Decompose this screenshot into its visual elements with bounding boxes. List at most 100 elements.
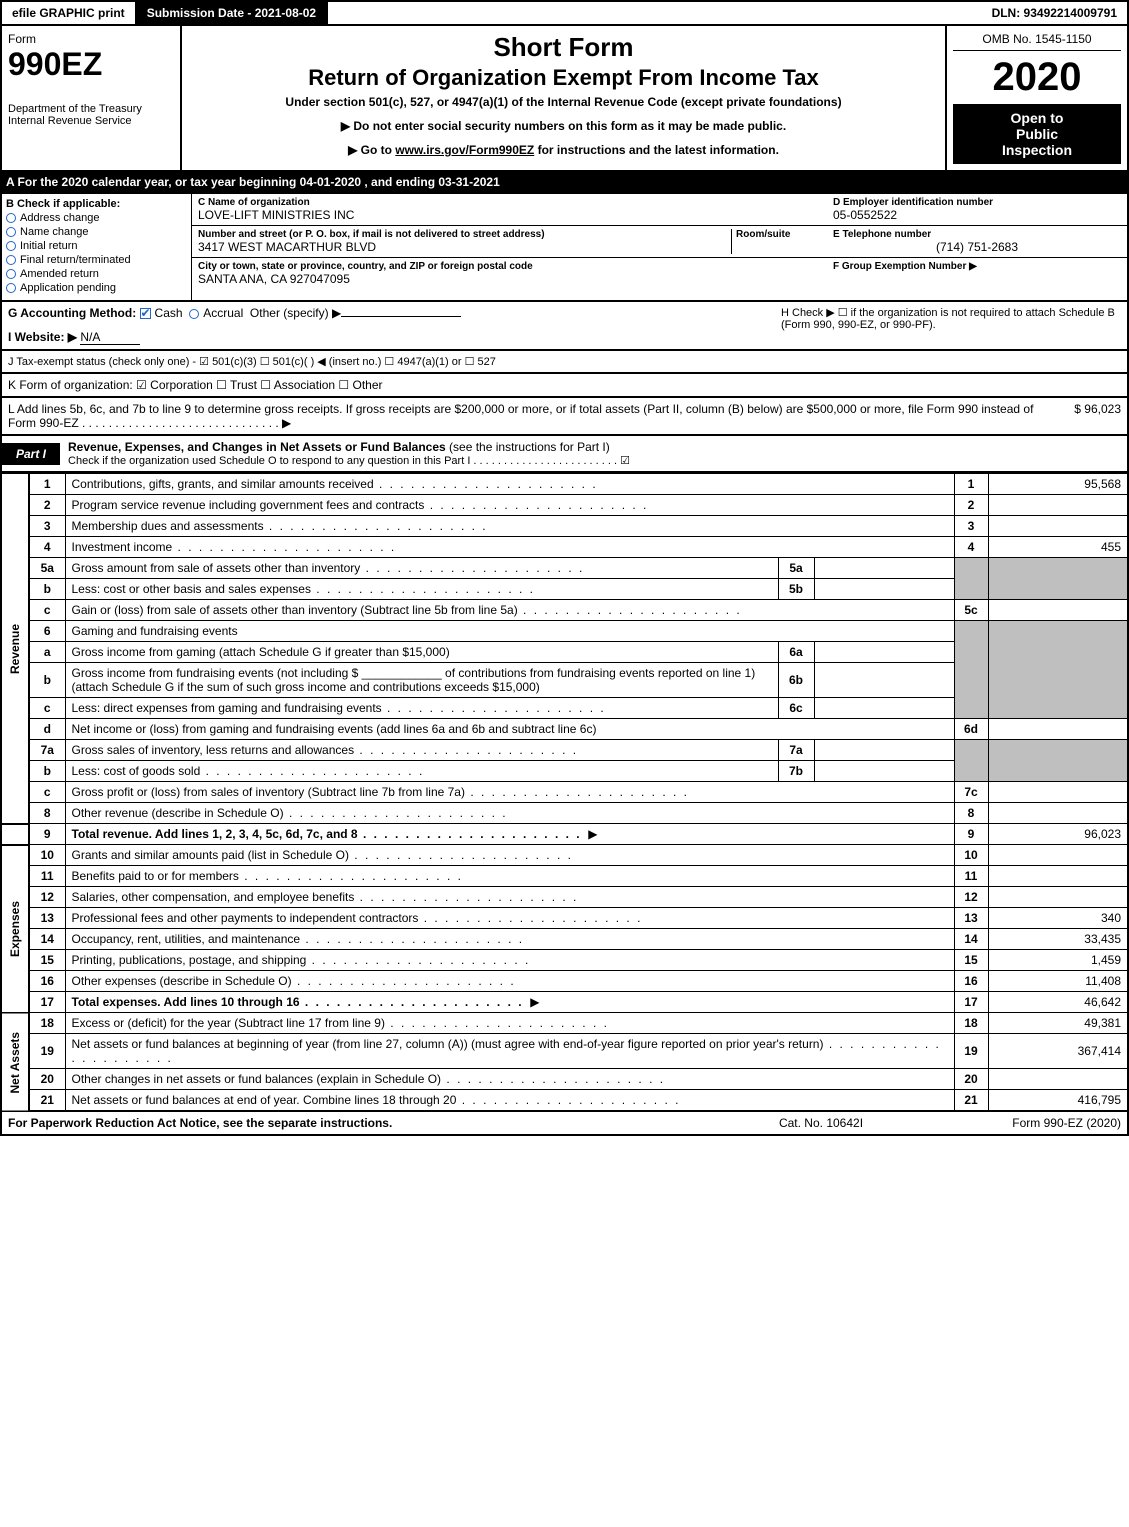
amt-11 (988, 866, 1128, 887)
box-c: C Name of organization LOVE-LIFT MINISTR… (192, 194, 827, 300)
dln-label: DLN: 93492214009791 (982, 2, 1127, 24)
instr-pre: ▶ Go to (348, 143, 395, 157)
desc-5c: Gain or (loss) from sale of assets other… (65, 600, 954, 621)
ln-18: 18 (29, 1013, 65, 1034)
num-19: 19 (954, 1034, 988, 1069)
num-20: 20 (954, 1069, 988, 1090)
part1-table: Revenue 1 Contributions, gifts, grants, … (0, 473, 1129, 1112)
num-6d: 6d (954, 719, 988, 740)
chk-amended-return[interactable]: Amended return (6, 268, 187, 280)
city-value: SANTA ANA, CA 927047095 (198, 272, 821, 286)
irs-link[interactable]: www.irs.gov/Form990EZ (395, 143, 534, 157)
chk-address-change[interactable]: Address change (6, 212, 187, 224)
footer-formref: Form 990-EZ (2020) (921, 1116, 1121, 1130)
amt-17: 46,642 (988, 992, 1128, 1013)
submission-date-button[interactable]: Submission Date - 2021-08-02 (137, 2, 328, 24)
room-label: Room/suite (736, 229, 821, 240)
header-left: Form 990EZ Department of the Treasury In… (2, 26, 182, 170)
desc-5a: Gross amount from sale of assets other t… (65, 558, 778, 579)
ln-10: 10 (29, 845, 65, 866)
ln-7b: b (29, 761, 65, 782)
sub-7b: 7b (778, 761, 814, 782)
footer-left: For Paperwork Reduction Act Notice, see … (8, 1116, 721, 1130)
num-11: 11 (954, 866, 988, 887)
chk-accrual[interactable] (189, 309, 199, 319)
shade-6 (954, 621, 988, 719)
desc-6: Gaming and fundraising events (65, 621, 954, 642)
num-9: 9 (954, 824, 988, 845)
subamt-5a (814, 558, 954, 579)
amt-2 (988, 495, 1128, 516)
part1-header: Part I Revenue, Expenses, and Changes in… (0, 436, 1129, 473)
amt-8 (988, 803, 1128, 824)
num-4: 4 (954, 537, 988, 558)
sub-7a: 7a (778, 740, 814, 761)
ln-15: 15 (29, 950, 65, 971)
ln-6: 6 (29, 621, 65, 642)
side-revenue: Revenue (1, 474, 29, 824)
ln-3: 3 (29, 516, 65, 537)
desc-13: Professional fees and other payments to … (65, 908, 954, 929)
amt-13: 340 (988, 908, 1128, 929)
chk-name-change[interactable]: Name change (6, 226, 187, 238)
desc-11: Benefits paid to or for members (65, 866, 954, 887)
ln-16: 16 (29, 971, 65, 992)
amt-21: 416,795 (988, 1090, 1128, 1112)
amt-1: 95,568 (988, 474, 1128, 495)
part1-check: Check if the organization used Schedule … (68, 454, 1119, 467)
box-f: F Group Exemption Number ▶ (827, 258, 1127, 275)
irs-label: Internal Revenue Service (8, 115, 174, 127)
ln-5c: c (29, 600, 65, 621)
open-line2: Public (959, 126, 1115, 142)
desc-6c: Less: direct expenses from gaming and fu… (65, 698, 778, 719)
title-return: Return of Organization Exempt From Incom… (188, 65, 939, 91)
footer-catno: Cat. No. 10642I (721, 1116, 921, 1130)
ln-21: 21 (29, 1090, 65, 1112)
dept-label: Department of the Treasury (8, 103, 174, 115)
num-5c: 5c (954, 600, 988, 621)
line-g: G Accounting Method: Cash Accrual Other … (8, 306, 781, 345)
line-j: J Tax-exempt status (check only one) - ☑… (0, 351, 1129, 374)
desc-6b: Gross income from fundraising events (no… (65, 663, 778, 698)
line-l-value: $ 96,023 (1041, 402, 1121, 430)
ln-13: 13 (29, 908, 65, 929)
amt-4: 455 (988, 537, 1128, 558)
g-other-input[interactable] (341, 316, 461, 317)
ln-6c: c (29, 698, 65, 719)
chk-initial-return[interactable]: Initial return (6, 240, 187, 252)
g-other: Other (specify) ▶ (250, 306, 341, 320)
subamt-6b (814, 663, 954, 698)
desc-15: Printing, publications, postage, and shi… (65, 950, 954, 971)
desc-20: Other changes in net assets or fund bala… (65, 1069, 954, 1090)
ln-11: 11 (29, 866, 65, 887)
part1-title-main: Revenue, Expenses, and Changes in Net As… (68, 440, 449, 454)
chk-final-return[interactable]: Final return/terminated (6, 254, 187, 266)
num-1: 1 (954, 474, 988, 495)
group-exempt-label: F Group Exemption Number ▶ (833, 261, 1121, 272)
line-l-text: L Add lines 5b, 6c, and 7b to line 9 to … (8, 402, 1041, 430)
sub-5a: 5a (778, 558, 814, 579)
amt-7c (988, 782, 1128, 803)
sub-5b: 5b (778, 579, 814, 600)
desc-6d: Net income or (loss) from gaming and fun… (65, 719, 954, 740)
phone-label: E Telephone number (833, 229, 1121, 240)
subamt-7a (814, 740, 954, 761)
num-8: 8 (954, 803, 988, 824)
side-netassets: Net Assets (1, 1013, 29, 1112)
desc-5b: Less: cost or other basis and sales expe… (65, 579, 778, 600)
chk-application-pending[interactable]: Application pending (6, 282, 187, 294)
shade-7b (988, 740, 1128, 782)
header-right: OMB No. 1545-1150 2020 Open to Public In… (947, 26, 1127, 170)
chk-cash[interactable] (140, 308, 151, 319)
top-bar: efile GRAPHIC print Submission Date - 20… (0, 0, 1129, 26)
amt-18: 49,381 (988, 1013, 1128, 1034)
num-3: 3 (954, 516, 988, 537)
ln-19: 19 (29, 1034, 65, 1069)
ln-2: 2 (29, 495, 65, 516)
shade-6b (988, 621, 1128, 719)
efile-print-button[interactable]: efile GRAPHIC print (2, 2, 137, 24)
desc-1: Contributions, gifts, grants, and simila… (65, 474, 954, 495)
line-h: H Check ▶ ☐ if the organization is not r… (781, 306, 1121, 345)
shade-5 (954, 558, 988, 600)
desc-7b: Less: cost of goods sold (65, 761, 778, 782)
